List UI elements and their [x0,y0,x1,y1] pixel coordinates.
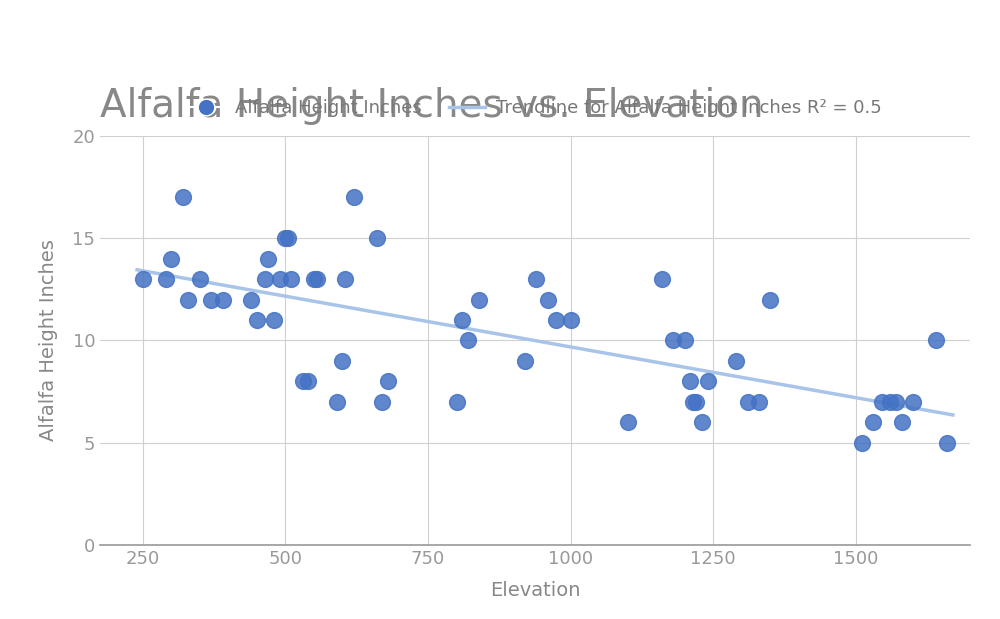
Point [337,274,353,284]
Point [740,397,756,407]
Point [329,397,345,407]
Point [180,295,196,305]
Y-axis label: Alfalfa Height Inches: Alfalfa Height Inches [39,240,58,441]
Point [751,397,767,407]
Point [854,438,870,448]
Point [158,274,174,284]
X-axis label: Elevation: Elevation [490,581,580,600]
Point [728,356,744,366]
Point [685,397,701,407]
Point [257,274,273,284]
Point [215,295,231,305]
Point [563,315,579,325]
Point [548,315,564,325]
Point [175,193,191,202]
Point [374,397,390,407]
Point [654,274,670,284]
Point [380,376,396,386]
Point [688,397,704,407]
Point [939,438,955,448]
Point [449,397,465,407]
Point [280,233,296,243]
Point [471,295,487,305]
Point [894,417,910,427]
Point [266,315,282,325]
Point [163,254,179,264]
Point [309,274,325,284]
Point [540,295,556,305]
Point [517,356,533,366]
Point [277,233,293,243]
Point [346,193,362,202]
Point [460,335,476,345]
Point [454,315,470,325]
Point [135,274,151,284]
Point [700,376,716,386]
Point [369,233,385,243]
Point [249,315,265,325]
Point [928,335,944,345]
Point [192,274,208,284]
Point [865,417,881,427]
Point [888,397,904,407]
Point [882,397,898,407]
Point [295,376,311,386]
Point [905,397,921,407]
Point [300,376,316,386]
Point [528,274,544,284]
Point [260,254,276,264]
Point [665,335,681,345]
Point [677,335,693,345]
Point [694,417,710,427]
Point [874,397,890,407]
Point [306,274,322,284]
Point [620,417,636,427]
Point [283,274,299,284]
Point [334,356,350,366]
Point [243,295,259,305]
Point [762,295,778,305]
Point [272,274,288,284]
Point [203,295,219,305]
Text: Alfalfa Height Inches vs. Elevation: Alfalfa Height Inches vs. Elevation [100,87,764,125]
Legend: Alfalfa Height Inches, Trendline for Alfalfa Height Inches R² = 0.5: Alfalfa Height Inches, Trendline for Alf… [181,92,889,124]
Point [682,376,698,386]
